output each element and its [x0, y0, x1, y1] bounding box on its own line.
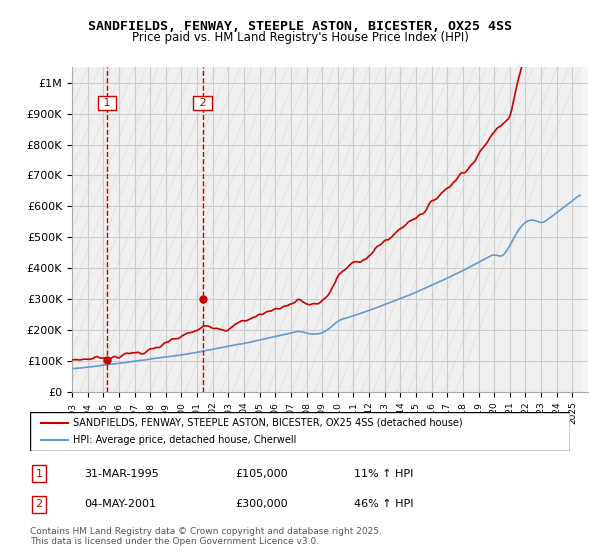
SANDFIELDS, FENWAY, STEEPLE ASTON, BICESTER, OX25 4SS (detached house)	[314, 300, 321, 307]
SANDFIELDS, FENWAY, STEEPLE ASTON, BICESTER, OX25 4SS (detached house)	[68, 357, 76, 363]
Text: 46% ↑ HPI: 46% ↑ HPI	[354, 500, 413, 510]
SANDFIELDS, FENWAY, STEEPLE ASTON, BICESTER, OX25 4SS (detached house)	[566, 8, 574, 15]
SANDFIELDS, FENWAY, STEEPLE ASTON, BICESTER, OX25 4SS (detached house)	[344, 263, 352, 270]
SANDFIELDS, FENWAY, STEEPLE ASTON, BICESTER, OX25 4SS (detached house)	[565, 8, 572, 15]
Text: 31-MAR-1995: 31-MAR-1995	[84, 469, 159, 479]
HPI: Average price, detached house, Cherwell: (2.03e+03, 6.36e+05): Average price, detached house, Cherwell:…	[577, 192, 584, 199]
FancyBboxPatch shape	[30, 412, 570, 451]
HPI: Average price, detached house, Cherwell: (2.01e+03, 2.4e+05): Average price, detached house, Cherwell:…	[343, 314, 350, 321]
Text: 1: 1	[100, 98, 114, 108]
HPI: Average price, detached house, Cherwell: (2.01e+03, 1.87e+05): Average price, detached house, Cherwell:…	[310, 331, 317, 338]
SANDFIELDS, FENWAY, STEEPLE ASTON, BICESTER, OX25 4SS (detached house)	[577, 8, 584, 15]
Text: Contains HM Land Registry data © Crown copyright and database right 2025.
This d: Contains HM Land Registry data © Crown c…	[30, 526, 382, 546]
Text: 11% ↑ HPI: 11% ↑ HPI	[354, 469, 413, 479]
Line: SANDFIELDS, FENWAY, STEEPLE ASTON, BICESTER, OX25 4SS (detached house): SANDFIELDS, FENWAY, STEEPLE ASTON, BICES…	[72, 12, 580, 360]
Text: 04-MAY-2001: 04-MAY-2001	[84, 500, 156, 510]
Text: 2: 2	[35, 500, 43, 510]
HPI: Average price, detached house, Cherwell: (2.02e+03, 4.36e+05): Average price, detached house, Cherwell:…	[485, 254, 492, 260]
SANDFIELDS, FENWAY, STEEPLE ASTON, BICESTER, OX25 4SS (detached house)	[372, 245, 379, 251]
Text: £300,000: £300,000	[235, 500, 288, 510]
SANDFIELDS, FENWAY, STEEPLE ASTON, BICESTER, OX25 4SS (detached house)	[311, 300, 318, 307]
Line: HPI: Average price, detached house, Cherwell: HPI: Average price, detached house, Cher…	[72, 195, 580, 368]
Text: 2: 2	[196, 98, 209, 108]
Text: Price paid vs. HM Land Registry's House Price Index (HPI): Price paid vs. HM Land Registry's House …	[131, 31, 469, 44]
Text: HPI: Average price, detached house, Cherwell: HPI: Average price, detached house, Cher…	[73, 435, 296, 445]
HPI: Average price, detached house, Cherwell: (2.02e+03, 6.07e+05): Average price, detached house, Cherwell:…	[565, 201, 572, 208]
SANDFIELDS, FENWAY, STEEPLE ASTON, BICESTER, OX25 4SS (detached house)	[74, 357, 82, 363]
Text: SANDFIELDS, FENWAY, STEEPLE ASTON, BICESTER, OX25 4SS (detached house): SANDFIELDS, FENWAY, STEEPLE ASTON, BICES…	[73, 418, 463, 428]
HPI: Average price, detached house, Cherwell: (1.99e+03, 7.57e+04): Average price, detached house, Cherwell:…	[68, 365, 76, 372]
Text: 1: 1	[35, 469, 43, 479]
HPI: Average price, detached house, Cherwell: (2.01e+03, 1.88e+05): Average price, detached house, Cherwell:…	[313, 330, 320, 337]
HPI: Average price, detached house, Cherwell: (2.01e+03, 2.7e+05): Average price, detached house, Cherwell:…	[371, 305, 378, 312]
SANDFIELDS, FENWAY, STEEPLE ASTON, BICESTER, OX25 4SS (detached house)	[486, 135, 493, 142]
Text: SANDFIELDS, FENWAY, STEEPLE ASTON, BICESTER, OX25 4SS: SANDFIELDS, FENWAY, STEEPLE ASTON, BICES…	[88, 20, 512, 32]
Text: £105,000: £105,000	[235, 469, 288, 479]
